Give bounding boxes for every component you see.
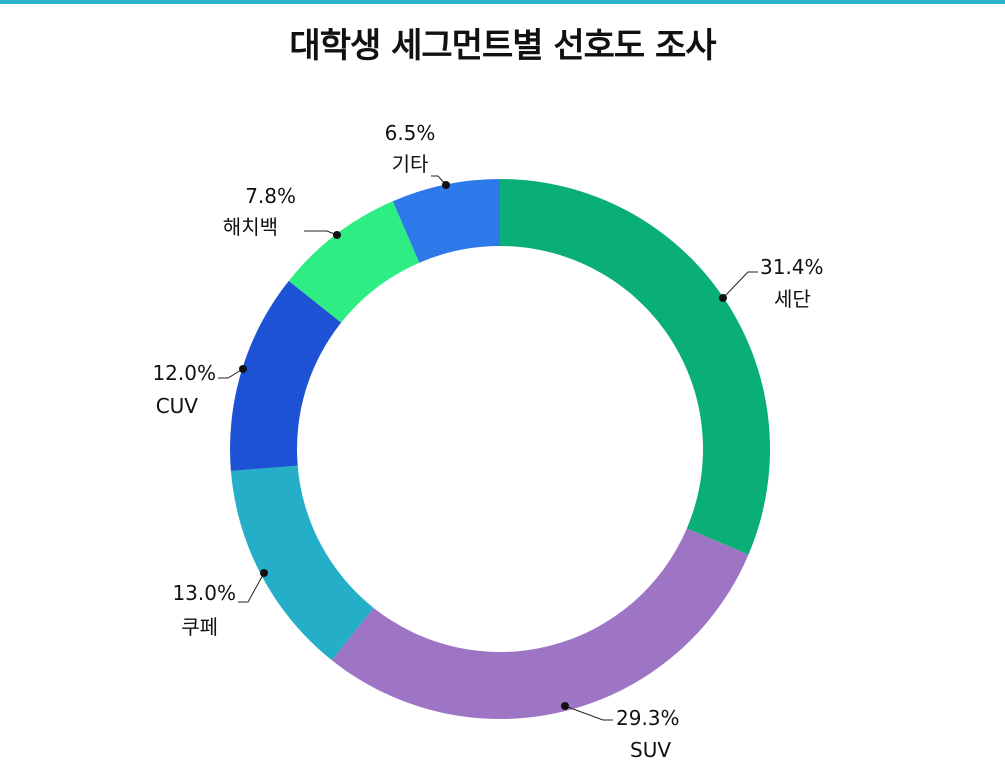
leader-line-2 — [238, 572, 265, 603]
slice-1 — [331, 528, 749, 719]
leader-line-4 — [304, 230, 338, 236]
value-label-4: 7.8% — [245, 184, 296, 208]
slice-3 — [229, 280, 342, 472]
leader-line-5 — [431, 175, 447, 186]
slice-0 — [500, 179, 770, 555]
category-label-1: SUV — [630, 738, 671, 762]
leader-line-1 — [564, 705, 613, 721]
chart-title: 대학생 세그먼트별 선호도 조사 — [289, 26, 716, 66]
value-label-0: 31.4% — [760, 255, 824, 279]
category-label-2: 쿠페 — [181, 615, 218, 639]
value-label-1: 29.3% — [616, 706, 680, 730]
value-label-3: 12.0% — [152, 361, 216, 385]
leader-line-0 — [722, 271, 758, 299]
leader-dot-2 — [260, 569, 268, 577]
leader-dot-0 — [719, 294, 727, 302]
value-label-5: 6.5% — [385, 121, 436, 145]
category-label-0: 세단 — [774, 287, 811, 311]
top-accent-bar — [0, 0, 1005, 4]
leader-dot-4 — [333, 231, 341, 239]
donut-labels: 31.4% 세단 29.3% SUV 13.0% 쿠페 12.0% CUV 7.8% 해치백 6.5… — [152, 121, 823, 762]
slice-2 — [230, 465, 374, 661]
category-label-5: 기타 — [392, 152, 429, 176]
slice-4 — [288, 201, 420, 323]
leader-line-3 — [218, 368, 244, 379]
category-label-3: CUV — [156, 394, 199, 418]
donut-slices — [229, 179, 770, 719]
leader-dot-1 — [561, 702, 569, 710]
value-label-2: 13.0% — [172, 581, 236, 605]
leader-dot-5 — [442, 181, 450, 189]
slice-5 — [392, 179, 500, 263]
category-label-4: 해치백 — [223, 215, 278, 239]
leader-dot-3 — [239, 365, 247, 373]
